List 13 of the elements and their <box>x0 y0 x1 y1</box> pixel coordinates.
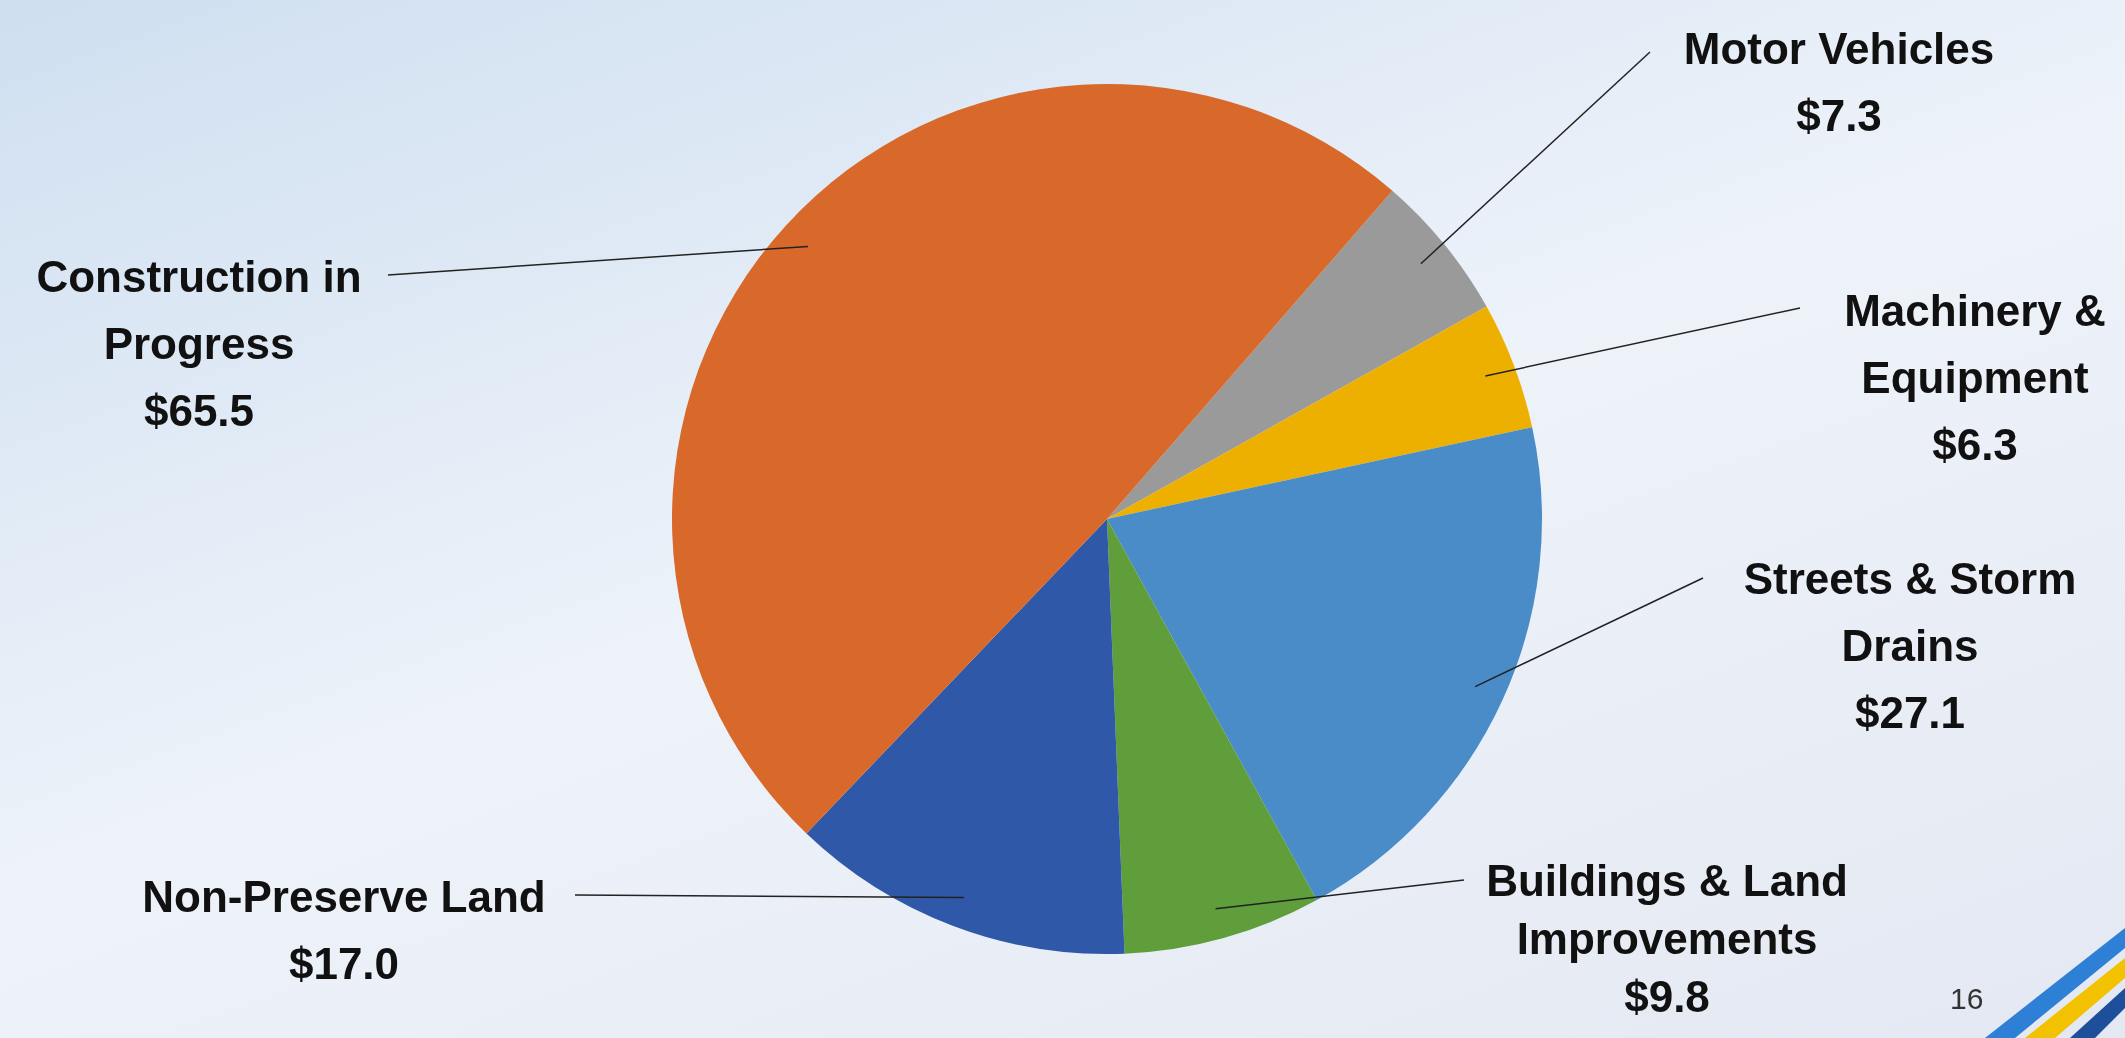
slice-label: Streets & Storm Drains <box>1743 554 2077 671</box>
data-label: $7.3 <box>1796 91 1882 141</box>
data-label: $9.8 <box>1624 972 1710 1022</box>
slice-label: Motor Vehicles <box>1683 24 1995 74</box>
data-label: $65.5 <box>143 386 255 436</box>
slice-label: Construction in Progress <box>36 252 362 369</box>
data-label: $6.3 <box>1932 420 2018 470</box>
slice-label: Non-Preserve Land <box>142 872 546 922</box>
slice-label: Buildings & Land Improvements <box>1486 856 1848 964</box>
data-label: $17.0 <box>288 939 400 989</box>
slice-label: Machinery & Equipment <box>1844 286 2106 403</box>
text: 16 <box>1950 982 1984 1016</box>
data-label: $27.1 <box>1854 688 1966 738</box>
